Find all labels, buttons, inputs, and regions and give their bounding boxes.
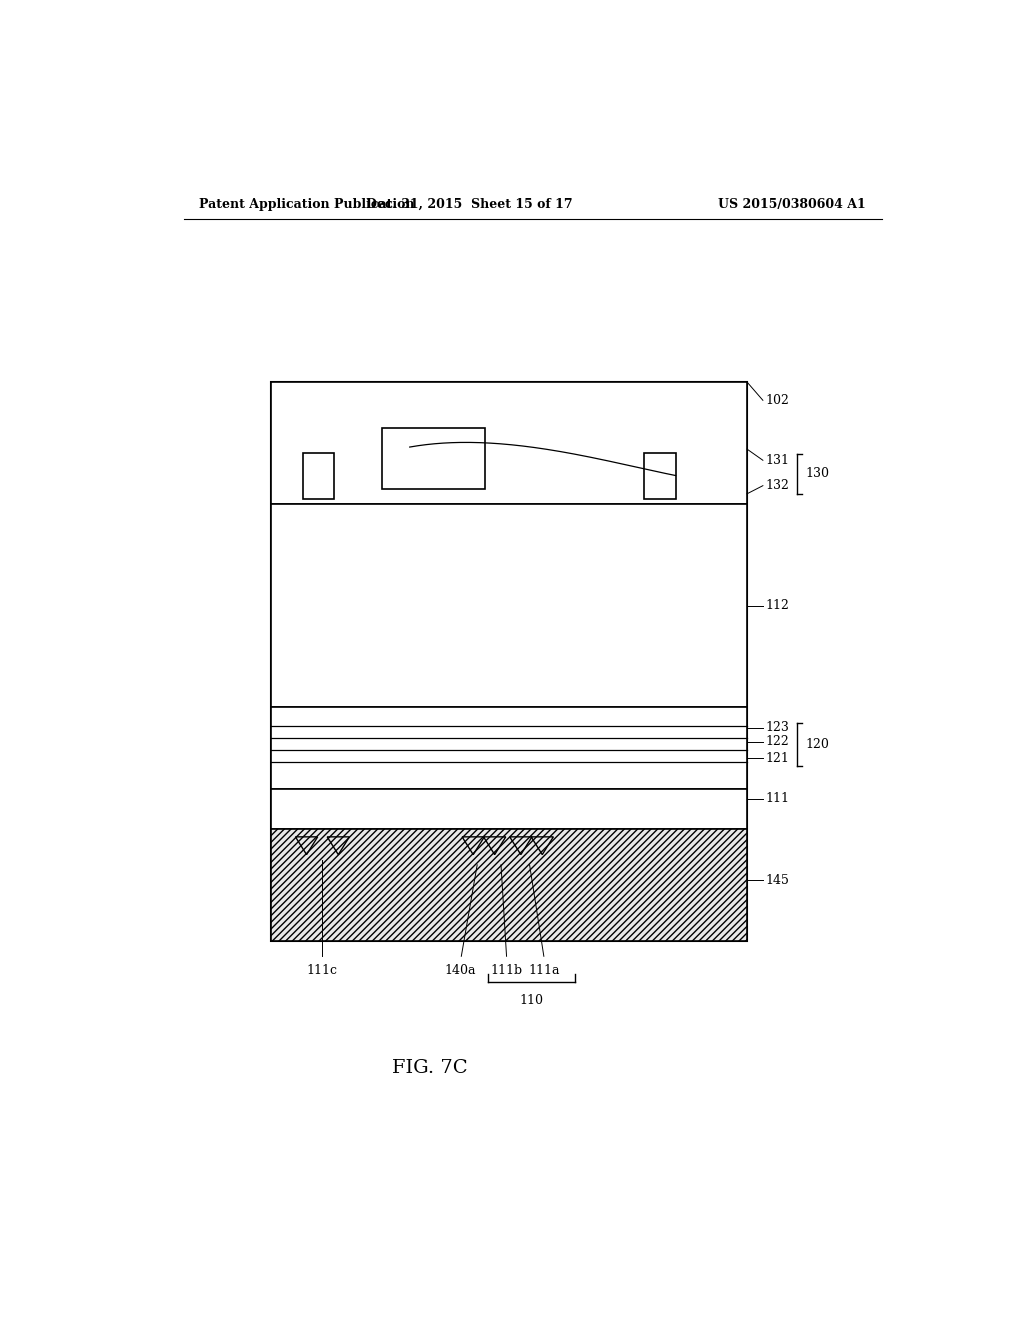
Text: 121: 121 (765, 751, 790, 764)
Text: 140a: 140a (444, 965, 475, 977)
Text: 130: 130 (805, 467, 829, 480)
Text: 120: 120 (805, 738, 828, 751)
Bar (382, 428, 485, 488)
Text: 110: 110 (519, 994, 543, 1007)
Bar (270, 504, 748, 708)
Text: 132: 132 (765, 479, 790, 492)
Text: US 2015/0380604 A1: US 2015/0380604 A1 (718, 198, 866, 211)
Text: 112: 112 (765, 599, 790, 612)
Text: 145: 145 (765, 874, 790, 887)
Text: 122: 122 (765, 735, 790, 748)
Text: 111b: 111b (490, 965, 522, 977)
Text: FIG. 7C: FIG. 7C (392, 1059, 467, 1077)
Bar (270, 381, 748, 504)
Text: 123: 123 (765, 721, 790, 734)
Text: 111c: 111c (307, 965, 338, 977)
Text: 102: 102 (765, 393, 790, 407)
Text: 111: 111 (765, 792, 790, 805)
Text: 111a: 111a (528, 965, 559, 977)
Bar (270, 708, 748, 788)
Bar (270, 381, 748, 941)
Text: 131: 131 (765, 454, 790, 467)
Bar (303, 453, 334, 499)
Text: Patent Application Publication: Patent Application Publication (200, 198, 415, 211)
Bar (270, 788, 748, 829)
Bar (644, 453, 676, 499)
Text: Dec. 31, 2015  Sheet 15 of 17: Dec. 31, 2015 Sheet 15 of 17 (366, 198, 572, 211)
Bar (270, 829, 748, 941)
